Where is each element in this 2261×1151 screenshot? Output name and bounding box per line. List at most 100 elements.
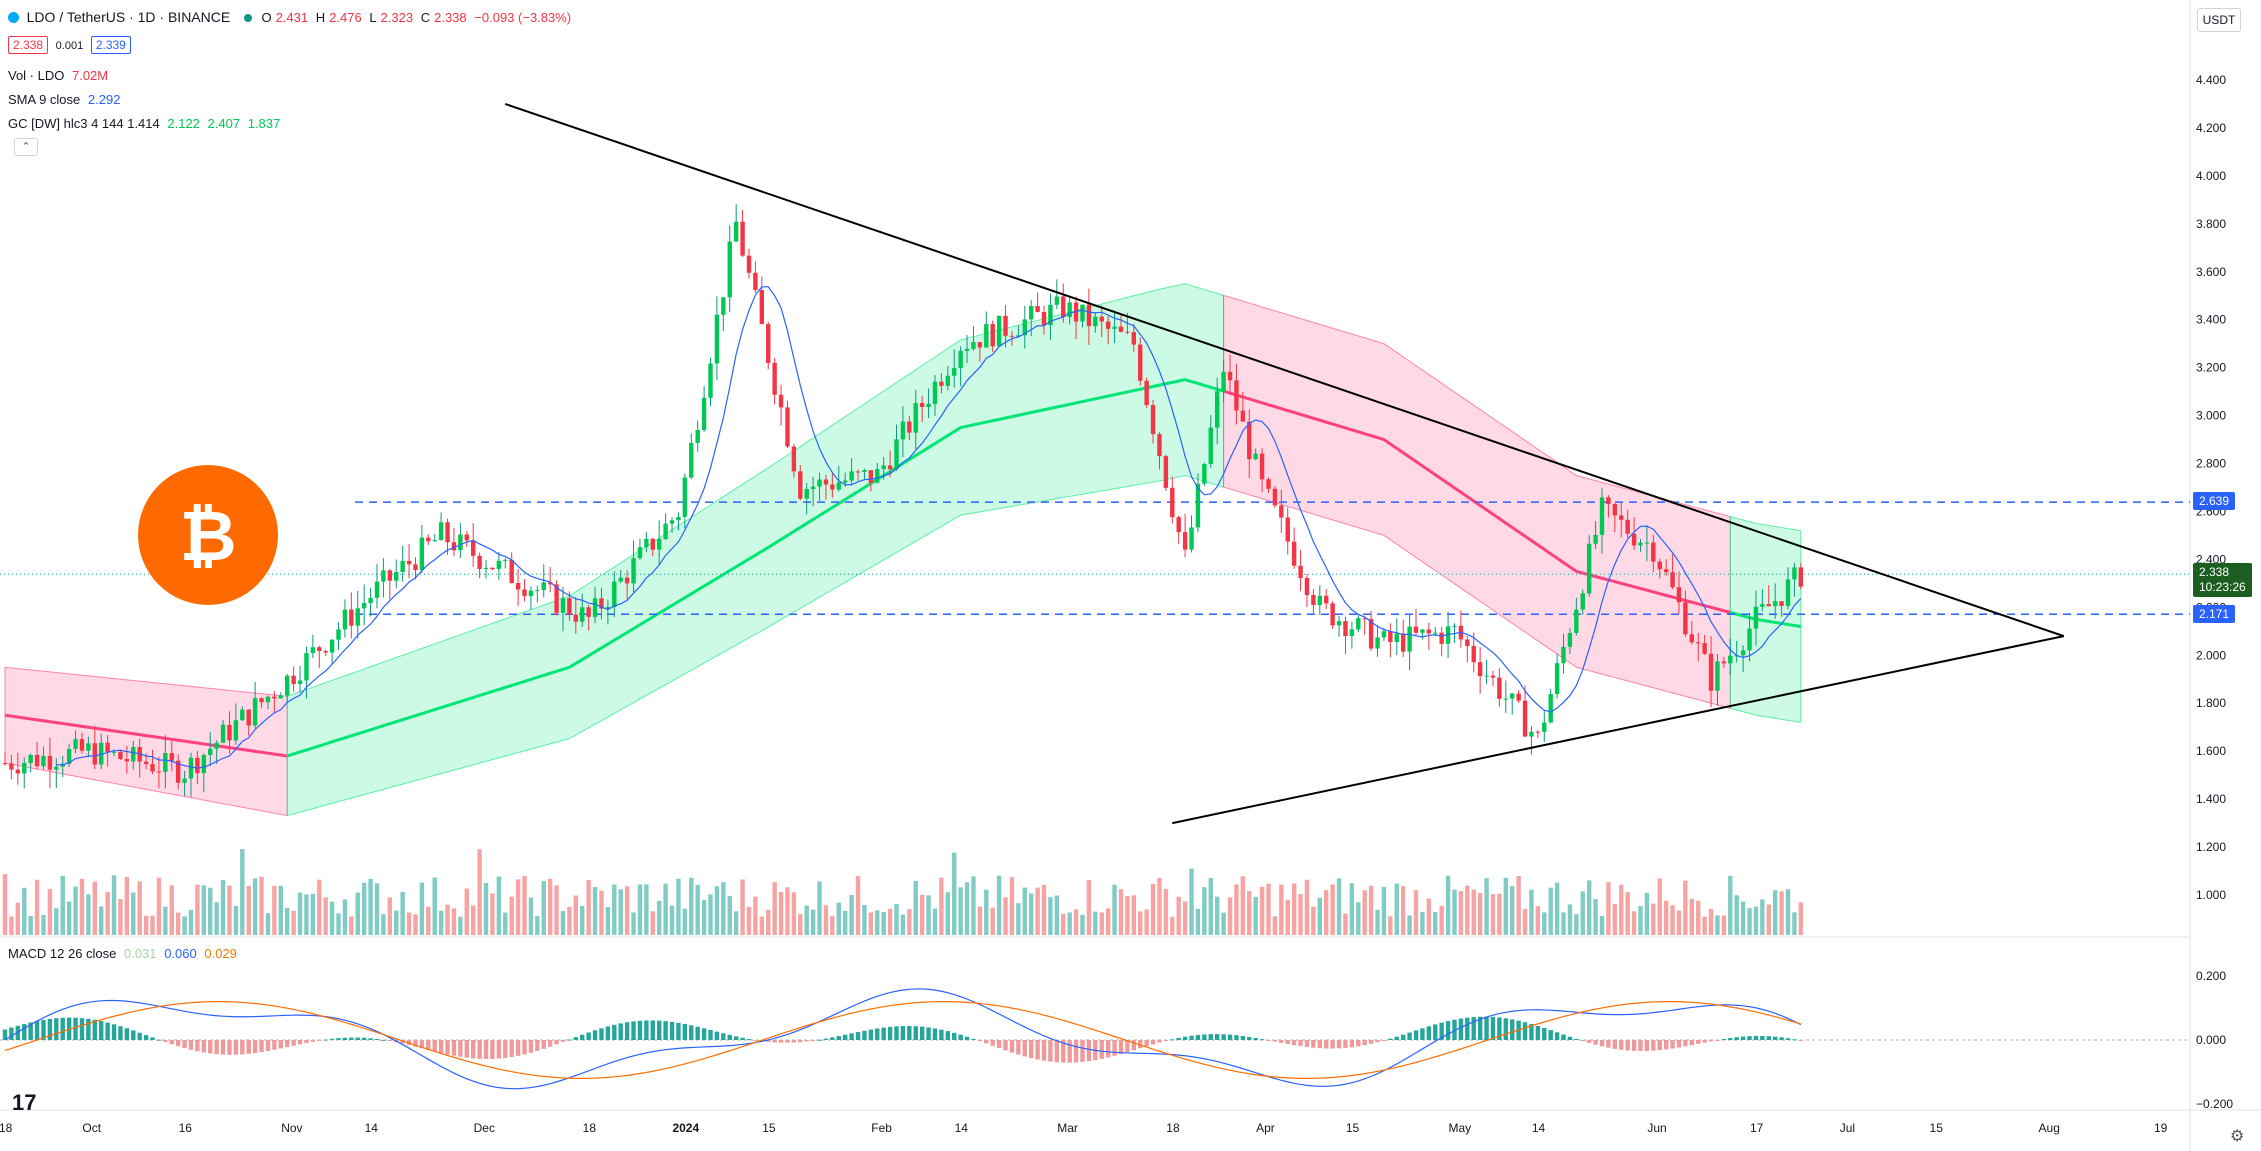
macd-histogram-bar bbox=[766, 1040, 771, 1042]
volume-bar bbox=[810, 909, 816, 935]
volume-bar bbox=[1362, 890, 1367, 935]
volume-bar bbox=[1176, 896, 1181, 935]
candle-body bbox=[1163, 456, 1169, 488]
volume-bar bbox=[887, 909, 893, 935]
sma-legend[interactable]: SMA 9 close 2.292 bbox=[8, 92, 124, 107]
macd-histogram-bar bbox=[259, 1040, 264, 1053]
macd-histogram-bar bbox=[1227, 1034, 1233, 1040]
volume-bar bbox=[1420, 912, 1425, 935]
volume-bar bbox=[1368, 885, 1374, 935]
candle-body bbox=[766, 324, 771, 363]
candle-body bbox=[1785, 579, 1791, 606]
volume-bar bbox=[1734, 895, 1739, 935]
macd-histogram-bar bbox=[1150, 1040, 1156, 1045]
volume-bar bbox=[547, 878, 553, 935]
macd-histogram-bar bbox=[1080, 1040, 1085, 1062]
candle-body bbox=[689, 442, 694, 478]
buy-price-box[interactable]: 2.339 bbox=[90, 36, 131, 54]
candle-body bbox=[1247, 421, 1252, 460]
macd-histogram-bar bbox=[1497, 1017, 1502, 1040]
macd-histogram-bar bbox=[272, 1040, 277, 1050]
volume-bar bbox=[1400, 886, 1406, 935]
gc-band-bear bbox=[4, 666, 288, 817]
volume-bar bbox=[836, 902, 841, 935]
candle-body bbox=[1150, 405, 1156, 435]
macd-value-1: 0.031 bbox=[124, 946, 157, 961]
candle-body bbox=[612, 581, 617, 608]
macd-tick-label: 0.000 bbox=[2196, 1033, 2226, 1047]
macd-histogram-bar bbox=[560, 1040, 566, 1042]
candle-body bbox=[1651, 542, 1656, 562]
candle-body bbox=[1772, 601, 1778, 607]
candle-body bbox=[1061, 296, 1066, 318]
macd-histogram-bar bbox=[926, 1027, 931, 1040]
candle-body bbox=[381, 570, 386, 582]
volume-bar bbox=[1330, 884, 1335, 935]
volume-bar bbox=[426, 906, 431, 935]
candle-body bbox=[881, 465, 886, 470]
macd-histogram-bar bbox=[182, 1040, 187, 1049]
macd-histogram-bar bbox=[669, 1021, 675, 1040]
candle-body bbox=[798, 471, 803, 499]
price-tick-label: 2.400 bbox=[2196, 552, 2226, 566]
macd-histogram-bar bbox=[99, 1021, 104, 1040]
candle-body bbox=[547, 582, 553, 585]
macd-histogram-bar bbox=[842, 1034, 848, 1040]
sell-price-box[interactable]: 2.338 bbox=[8, 36, 49, 54]
candle-body bbox=[297, 680, 303, 685]
volume-bar bbox=[1651, 903, 1656, 935]
candle-body bbox=[1400, 633, 1406, 652]
candle-body bbox=[1747, 628, 1752, 651]
candle-body bbox=[99, 742, 104, 765]
volume-bar bbox=[785, 887, 790, 935]
macd-histogram-bar bbox=[124, 1028, 130, 1040]
candle-body bbox=[336, 629, 341, 640]
candle-body bbox=[1208, 427, 1213, 465]
macd-histogram-bar bbox=[477, 1040, 482, 1059]
candle-body bbox=[1445, 626, 1451, 644]
settings-gear-icon[interactable]: ⚙ bbox=[2230, 1128, 2245, 1145]
candle-body bbox=[830, 484, 835, 490]
candle-body bbox=[477, 555, 482, 569]
volume-bar bbox=[1266, 883, 1271, 935]
candle-body bbox=[1368, 618, 1374, 649]
candle-body bbox=[1586, 543, 1592, 594]
currency-button[interactable]: USDT bbox=[2197, 8, 2241, 32]
candle-body bbox=[894, 439, 899, 470]
candle-body bbox=[759, 290, 765, 325]
volume-bar bbox=[1426, 898, 1432, 935]
macd-histogram-bar bbox=[586, 1032, 591, 1040]
volume-bar bbox=[618, 889, 623, 935]
symbol-title[interactable]: LDO / TetherUS · 1D · BINANCE bbox=[26, 9, 231, 25]
macd-histogram-bar bbox=[1022, 1040, 1027, 1057]
sma-label: SMA 9 close bbox=[8, 92, 81, 107]
macd-histogram-bar bbox=[490, 1040, 495, 1059]
candle-body bbox=[580, 607, 585, 622]
candle-body bbox=[971, 342, 976, 349]
macd-legend[interactable]: MACD 12 26 close 0.031 0.060 0.029 bbox=[8, 946, 241, 961]
macd-histogram-bar bbox=[913, 1026, 918, 1040]
candle-body bbox=[22, 762, 27, 774]
candle-body bbox=[618, 577, 623, 582]
price-tick-label: 2.800 bbox=[2196, 457, 2226, 471]
volume-legend[interactable]: Vol · LDO 7.02M bbox=[8, 68, 112, 83]
macd-histogram-bar bbox=[432, 1040, 437, 1052]
macd-histogram-bar bbox=[323, 1039, 328, 1041]
candle-body bbox=[785, 407, 790, 447]
gc-band-bull bbox=[286, 283, 1225, 817]
volume-bar bbox=[1349, 883, 1355, 935]
macd-histogram-bar bbox=[47, 1018, 53, 1040]
gc-legend[interactable]: GC [DW] hlc3 4 144 1.414 2.122 2.407 1.8… bbox=[8, 116, 284, 131]
candle-body bbox=[509, 559, 514, 584]
volume-bar bbox=[291, 910, 296, 935]
candle-body bbox=[1105, 321, 1111, 329]
collapse-legend-button[interactable]: ⌃ bbox=[14, 138, 38, 156]
candle-body bbox=[432, 540, 437, 542]
macd-value-3: 0.029 bbox=[204, 946, 237, 961]
tradingview-logo-icon[interactable]: 17 bbox=[12, 1090, 37, 1115]
candle-body bbox=[1529, 731, 1534, 737]
volume-bar bbox=[522, 875, 527, 935]
volume-bar bbox=[342, 899, 348, 935]
volume-bar bbox=[1548, 887, 1553, 935]
